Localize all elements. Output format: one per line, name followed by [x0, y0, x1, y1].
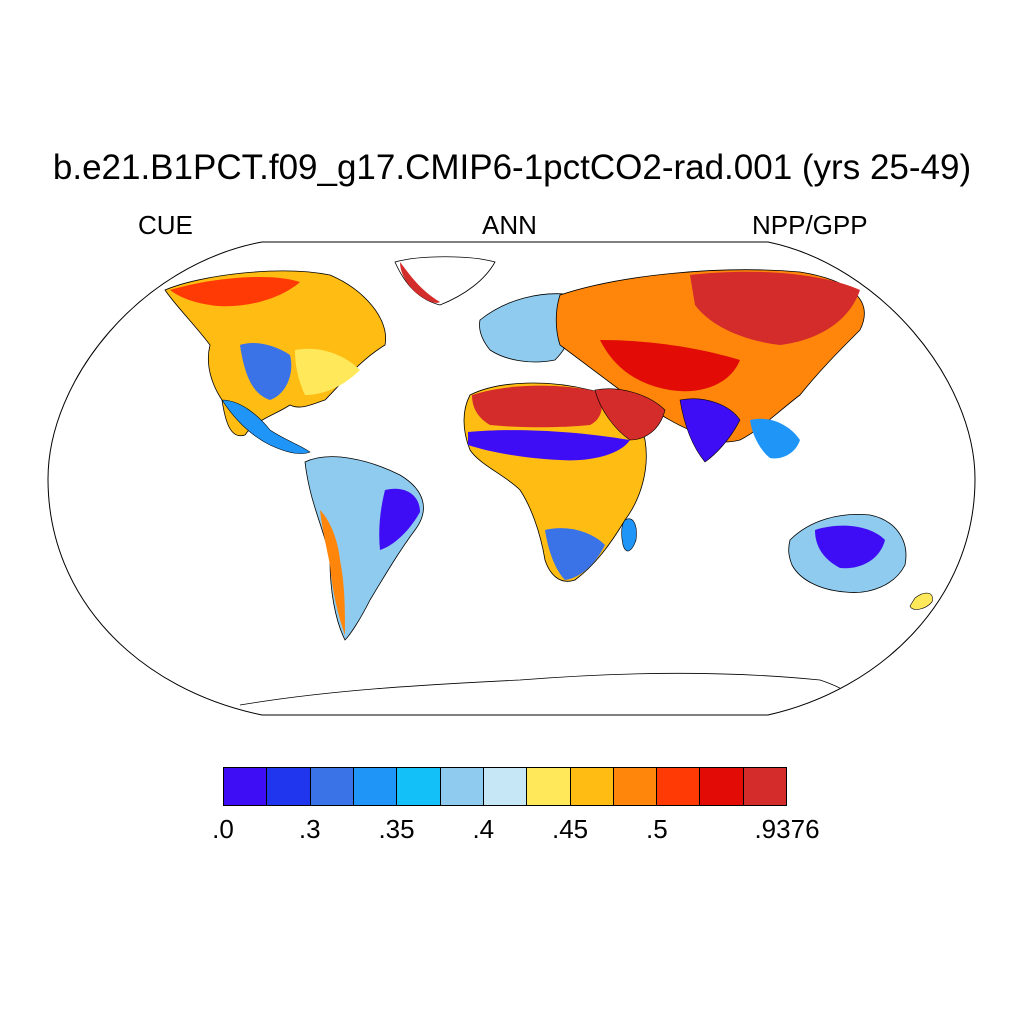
colorbar-cell — [613, 768, 658, 805]
colorbar — [223, 767, 787, 806]
colorbar-cell — [483, 768, 528, 805]
map-title: b.e21.B1PCT.f09_g17.CMIP6-1pctCO2-rad.00… — [52, 148, 972, 187]
season-label: ANN — [482, 210, 537, 240]
colorbar-tick-label: .4 — [472, 814, 495, 844]
colorbar-tick-label: .0 — [212, 814, 234, 844]
colorbar-cell — [353, 768, 398, 805]
colorbar-tick-label: .3 — [298, 814, 321, 844]
colorbar-cell — [310, 768, 354, 805]
units-label: NPP/GPP — [752, 210, 868, 240]
colorbar-tick-label: .45 — [551, 814, 589, 844]
western-us-region — [240, 343, 292, 400]
sahel-region — [468, 430, 630, 461]
eastern-brazil-region — [379, 488, 420, 550]
southeast-asia-region — [750, 418, 800, 459]
madagascar-landmass — [621, 518, 637, 552]
andes-region — [320, 510, 345, 635]
colorbar-tick-label: .5 — [646, 814, 668, 844]
india-region — [679, 398, 741, 463]
mexico-region — [221, 399, 311, 454]
canada-north-region — [170, 276, 300, 307]
siberia-region — [690, 271, 860, 345]
colorbar-cell — [700, 768, 744, 805]
colorbar-cell — [267, 768, 311, 805]
greenland-coast-region — [400, 262, 440, 303]
colorbar-tick-label: .9376 — [754, 814, 820, 844]
colorbar-cell — [743, 768, 787, 805]
colorbar-cell — [440, 768, 484, 805]
australia-interior-region — [815, 525, 885, 569]
eastern-us-region — [295, 348, 360, 395]
colorbar-cell — [570, 768, 614, 805]
variable-label: CUE — [138, 210, 193, 240]
sahara-region — [472, 385, 602, 428]
antarctica-coastline — [239, 672, 861, 715]
southern-africa-region — [545, 528, 605, 580]
central-asia-region — [600, 340, 740, 392]
colorbar-cell — [527, 768, 571, 805]
arabia-region — [594, 388, 666, 441]
europe-landmass — [479, 293, 577, 363]
colorbar-cell — [224, 768, 268, 805]
colorbar-tick-label: .35 — [378, 814, 415, 844]
colorbar-cell — [657, 768, 701, 805]
new-zealand-landmass — [909, 592, 933, 610]
colorbar-cell — [397, 768, 441, 805]
